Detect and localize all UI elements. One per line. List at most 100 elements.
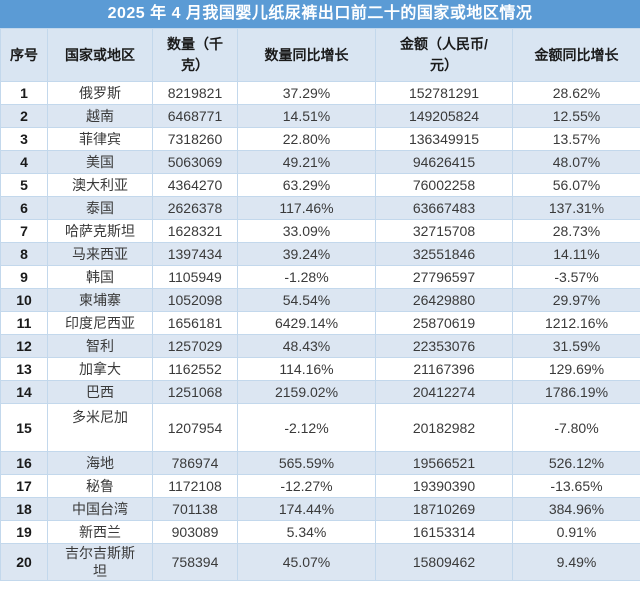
cell-amount-yoy: 9.49% (512, 542, 640, 582)
cell-country: 智利 (47, 334, 153, 358)
table-row: 4 美国 5063069 49.21% 94626415 48.07% (0, 150, 640, 174)
cell-country: 泰国 (47, 196, 153, 220)
cell-rank: 18 (0, 497, 48, 521)
cell-country: 巴西 (47, 380, 153, 404)
cell-rank: 15 (0, 403, 48, 452)
cell-rank: 4 (0, 150, 48, 174)
cell-quantity: 1162552 (152, 357, 238, 381)
cell-amount-yoy: 0.91% (512, 520, 640, 544)
cell-rank: 17 (0, 474, 48, 498)
cell-country: 马来西亚 (47, 242, 153, 266)
table-row: 12 智利 1257029 48.43% 22353076 31.59% (0, 334, 640, 358)
cell-rank: 14 (0, 380, 48, 404)
cell-amount-yoy: 56.07% (512, 173, 640, 197)
cell-quantity: 4364270 (152, 173, 238, 197)
table-row: 5 澳大利亚 4364270 63.29% 76002258 56.07% (0, 173, 640, 197)
cell-quantity: 1052098 (152, 288, 238, 312)
cell-amount-yoy: 29.97% (512, 288, 640, 312)
cell-rank: 8 (0, 242, 48, 266)
cell-amount-yoy: 14.11% (512, 242, 640, 266)
cell-quantity-yoy: 6429.14% (237, 311, 376, 335)
cell-amount-yoy: 137.31% (512, 196, 640, 220)
header-country: 国家或地区 (47, 28, 153, 82)
table-row: 17 秘鲁 1172108 -12.27% 19390390 -13.65% (0, 474, 640, 498)
cell-amount-yoy: 526.12% (512, 451, 640, 475)
cell-quantity-yoy: 45.07% (237, 542, 376, 582)
cell-quantity: 701138 (152, 497, 238, 521)
cell-country: 澳大利亚 (47, 173, 153, 197)
cell-quantity-yoy: 49.21% (237, 150, 376, 174)
cell-quantity-yoy: 54.54% (237, 288, 376, 312)
table-row: 11 印度尼西亚 1656181 6429.14% 25870619 1212.16% (0, 311, 640, 335)
table-row: 9 韩国 1105949 -1.28% 27796597 -3.57% (0, 265, 640, 289)
cell-amount: 19390390 (375, 474, 513, 498)
cell-amount-yoy: 129.69% (512, 357, 640, 381)
cell-rank: 5 (0, 173, 48, 197)
table-row: 8 马来西亚 1397434 39.24% 32551846 14.11% (0, 242, 640, 266)
table-row: 16 海地 786974 565.59% 19566521 526.12% (0, 451, 640, 475)
cell-country: 海地 (47, 451, 153, 475)
cell-quantity: 1656181 (152, 311, 238, 335)
cell-amount-yoy: 31.59% (512, 334, 640, 358)
cell-quantity-yoy: -12.27% (237, 474, 376, 498)
cell-amount: 136349915 (375, 127, 513, 151)
cell-quantity-yoy: 174.44% (237, 497, 376, 521)
cell-amount: 76002258 (375, 173, 513, 197)
cell-quantity: 758394 (152, 542, 238, 582)
cell-amount: 94626415 (375, 150, 513, 174)
cell-quantity-yoy: 5.34% (237, 520, 376, 544)
cell-amount: 15809462 (375, 542, 513, 582)
table-row: 18 中国台湾 701138 174.44% 18710269 384.96% (0, 497, 640, 521)
header-row: 序号 国家或地区 数量（千 克） 数量同比增长 金额（人民币/ 元） 金额同比增… (0, 28, 640, 82)
cell-quantity: 903089 (152, 520, 238, 544)
cell-amount: 19566521 (375, 451, 513, 475)
cell-quantity-yoy: 114.16% (237, 357, 376, 381)
cell-quantity: 8219821 (152, 81, 238, 105)
cell-quantity: 7318260 (152, 127, 238, 151)
cell-amount: 152781291 (375, 81, 513, 105)
cell-country: 加拿大 (47, 357, 153, 381)
export-table: 序号 国家或地区 数量（千 克） 数量同比增长 金额（人民币/ 元） 金额同比增… (0, 28, 640, 582)
cell-quantity-yoy: 565.59% (237, 451, 376, 475)
cell-amount-yoy: 384.96% (512, 497, 640, 521)
cell-quantity-yoy: 117.46% (237, 196, 376, 220)
header-quantity-yoy: 数量同比增长 (237, 28, 376, 82)
header-amount: 金额（人民币/ 元） (375, 28, 513, 82)
cell-quantity-yoy: 2159.02% (237, 380, 376, 404)
cell-rank: 11 (0, 311, 48, 335)
cell-amount-yoy: 13.57% (512, 127, 640, 151)
cell-amount-yoy: 28.62% (512, 81, 640, 105)
cell-quantity: 1397434 (152, 242, 238, 266)
cell-country: 多米尼加 (47, 403, 153, 452)
cell-country: 哈萨克斯坦 (47, 219, 153, 243)
cell-country: 美国 (47, 150, 153, 174)
cell-quantity: 1207954 (152, 403, 238, 452)
cell-quantity: 1257029 (152, 334, 238, 358)
cell-amount-yoy: 28.73% (512, 219, 640, 243)
cell-country: 韩国 (47, 265, 153, 289)
table-title: 2025 年 4 月我国婴儿纸尿裤出口前二十的国家或地区情况 (0, 0, 640, 28)
table-row: 6 泰国 2626378 117.46% 63667483 137.31% (0, 196, 640, 220)
table-row: 15 多米尼加 1207954 -2.12% 20182982 -7.80% (0, 403, 640, 452)
cell-amount-yoy: -3.57% (512, 265, 640, 289)
cell-rank: 19 (0, 520, 48, 544)
cell-quantity-yoy: 22.80% (237, 127, 376, 151)
cell-amount: 21167396 (375, 357, 513, 381)
cell-quantity: 1628321 (152, 219, 238, 243)
cell-quantity: 2626378 (152, 196, 238, 220)
cell-quantity-yoy: 39.24% (237, 242, 376, 266)
cell-country: 新西兰 (47, 520, 153, 544)
cell-rank: 1 (0, 81, 48, 105)
cell-quantity: 1172108 (152, 474, 238, 498)
table-row: 3 菲律宾 7318260 22.80% 136349915 13.57% (0, 127, 640, 151)
cell-amount-yoy: -7.80% (512, 403, 640, 452)
cell-quantity-yoy: 14.51% (237, 104, 376, 128)
table-row: 13 加拿大 1162552 114.16% 21167396 129.69% (0, 357, 640, 381)
cell-quantity-yoy: 48.43% (237, 334, 376, 358)
cell-amount: 18710269 (375, 497, 513, 521)
table-body: 1 俄罗斯 8219821 37.29% 152781291 28.62% 2 越南 64687… (0, 81, 640, 582)
cell-rank: 3 (0, 127, 48, 151)
cell-country: 印度尼西亚 (47, 311, 153, 335)
cell-quantity-yoy: 63.29% (237, 173, 376, 197)
table-row: 14 巴西 1251068 2159.02% 20412274 1786.19% (0, 380, 640, 404)
